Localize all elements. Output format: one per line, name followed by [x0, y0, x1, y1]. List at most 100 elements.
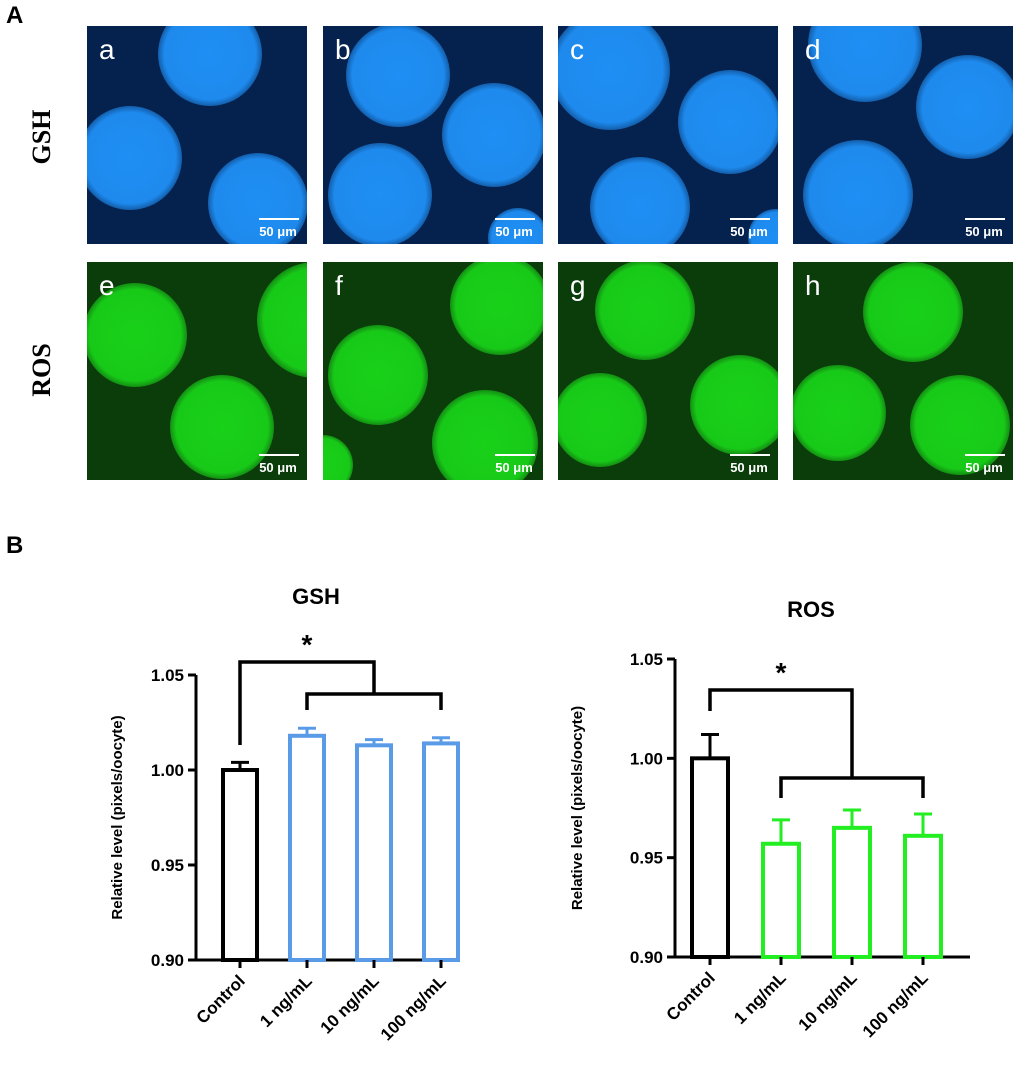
scale-bar-label: 50 μm: [730, 224, 768, 239]
bar: [761, 841, 801, 960]
tile-letter: b: [335, 34, 351, 65]
y-tick-label: 1.05: [630, 650, 663, 669]
y-axis-label: Relative level (pixels/oocyte): [109, 715, 126, 919]
y-tick-label: 1.00: [630, 749, 663, 768]
bar: [288, 733, 326, 962]
ros-bar-chart: ROS 0.90 0.95 1.00 1.05 Relative level (pixel…: [569, 597, 970, 1041]
scale-bar-label: 50 μm: [495, 224, 533, 239]
micrograph-a: a 50 μm: [87, 26, 307, 244]
oocyte: [590, 157, 690, 244]
tile-letter: e: [99, 270, 115, 301]
oocyte: [748, 209, 778, 244]
oocyte-image: [87, 26, 307, 244]
panel-b-label: B: [6, 532, 24, 559]
oocyte: [158, 26, 262, 106]
oocyte: [346, 26, 450, 127]
oocyte-image: [558, 262, 778, 467]
x-tick-label: 10 ng/mL: [317, 971, 383, 1037]
tile-letter: a: [99, 34, 115, 65]
oocyte: [87, 283, 187, 387]
oocyte: [432, 390, 538, 480]
y-tick-label: 1.00: [151, 761, 184, 780]
y-tick-label: 0.90: [630, 948, 663, 967]
bar: [221, 768, 259, 962]
scale-bar: [965, 218, 1005, 220]
oocyte: [328, 325, 428, 425]
tile-letter: f: [335, 270, 343, 301]
oocyte: [910, 375, 1010, 475]
x-tick-label: 1 ng/mL: [730, 968, 790, 1028]
oocyte: [916, 55, 1013, 159]
oocyte: [793, 365, 886, 461]
scale-bar-label: 50 μm: [965, 460, 1003, 475]
significance-bracket: [238, 660, 376, 745]
oocyte-image: [87, 262, 307, 479]
oocyte: [257, 262, 307, 378]
row-label-gsh: GSH: [27, 109, 56, 165]
scale-bar: [259, 218, 299, 220]
tile-letter: g: [570, 270, 586, 301]
micrograph-e: e 50 μm: [87, 262, 307, 480]
oocyte: [595, 262, 695, 360]
micrograph-d: d 50 μm: [793, 26, 1013, 244]
oocyte-image: [793, 262, 1010, 475]
significance-star: *: [302, 629, 313, 660]
scale-bar-label: 50 μm: [965, 224, 1003, 239]
y-axis-label: Relative level (pixels/oocyte): [569, 706, 586, 910]
x-tick-label: Control: [193, 971, 249, 1027]
tile-letter: h: [805, 270, 821, 301]
oocyte: [87, 106, 182, 210]
row-label-ros: ROS: [27, 343, 56, 397]
chart-title: GSH: [292, 584, 340, 609]
y-tick-label: 1.05: [151, 666, 184, 685]
oocyte: [678, 70, 778, 174]
oocyte: [170, 375, 274, 479]
y-tick-label: 0.90: [151, 951, 184, 970]
scale-bar: [495, 218, 535, 220]
x-tick-label: 1 ng/mL: [256, 971, 316, 1031]
scale-bar-label: 50 μm: [495, 460, 533, 475]
oocyte-image: [328, 26, 543, 244]
oocyte: [488, 208, 543, 244]
significance-star: *: [776, 657, 787, 688]
y-tick-label: 0.95: [630, 849, 663, 868]
scale-bar-label: 50 μm: [730, 460, 768, 475]
oocyte: [558, 373, 647, 467]
micrograph-c: c 50 μm: [558, 26, 778, 244]
bar: [422, 741, 460, 962]
micrograph-f: f 50 μm: [323, 262, 543, 480]
panel-a-label: A: [6, 2, 24, 29]
scale-bar: [730, 218, 770, 220]
scale-bar: [259, 454, 299, 456]
significance-bracket-group: [779, 776, 925, 798]
oocyte: [808, 26, 922, 102]
tile-letter: c: [570, 34, 584, 65]
tile-letter: d: [805, 34, 821, 65]
oocyte-image: [803, 26, 1013, 244]
oocyte: [323, 435, 353, 480]
chart-title: ROS: [787, 597, 835, 622]
oocyte-image: [323, 262, 543, 480]
oocyte: [208, 153, 307, 244]
micrograph-b: b 50 μm: [323, 26, 543, 244]
significance-bracket: [708, 688, 854, 778]
significance-bracket-group: [305, 692, 443, 710]
oocyte: [328, 143, 432, 244]
gsh-bar-chart: GSH 0.90 0.95 1.00 1.05 Relative level (pixel…: [109, 584, 460, 1044]
scale-bar: [730, 454, 770, 456]
micrograph-g: g 50 μm: [558, 262, 778, 480]
oocyte-image: [558, 26, 778, 244]
micrograph-h: h 50 μm: [793, 262, 1013, 480]
x-tick-label: Control: [663, 968, 719, 1024]
bar: [355, 743, 393, 962]
x-tick-label: 100 ng/mL: [859, 968, 932, 1041]
y-tick-label: 0.95: [151, 856, 184, 875]
scale-bar-label: 50 μm: [259, 224, 297, 239]
x-tick-label: 10 ng/mL: [795, 968, 861, 1034]
x-tick-label: 100 ng/mL: [377, 971, 450, 1044]
scale-bar: [495, 454, 535, 456]
scale-bar-label: 50 μm: [259, 460, 297, 475]
oocyte: [558, 26, 670, 130]
oocyte: [803, 140, 913, 244]
bar: [903, 833, 943, 960]
